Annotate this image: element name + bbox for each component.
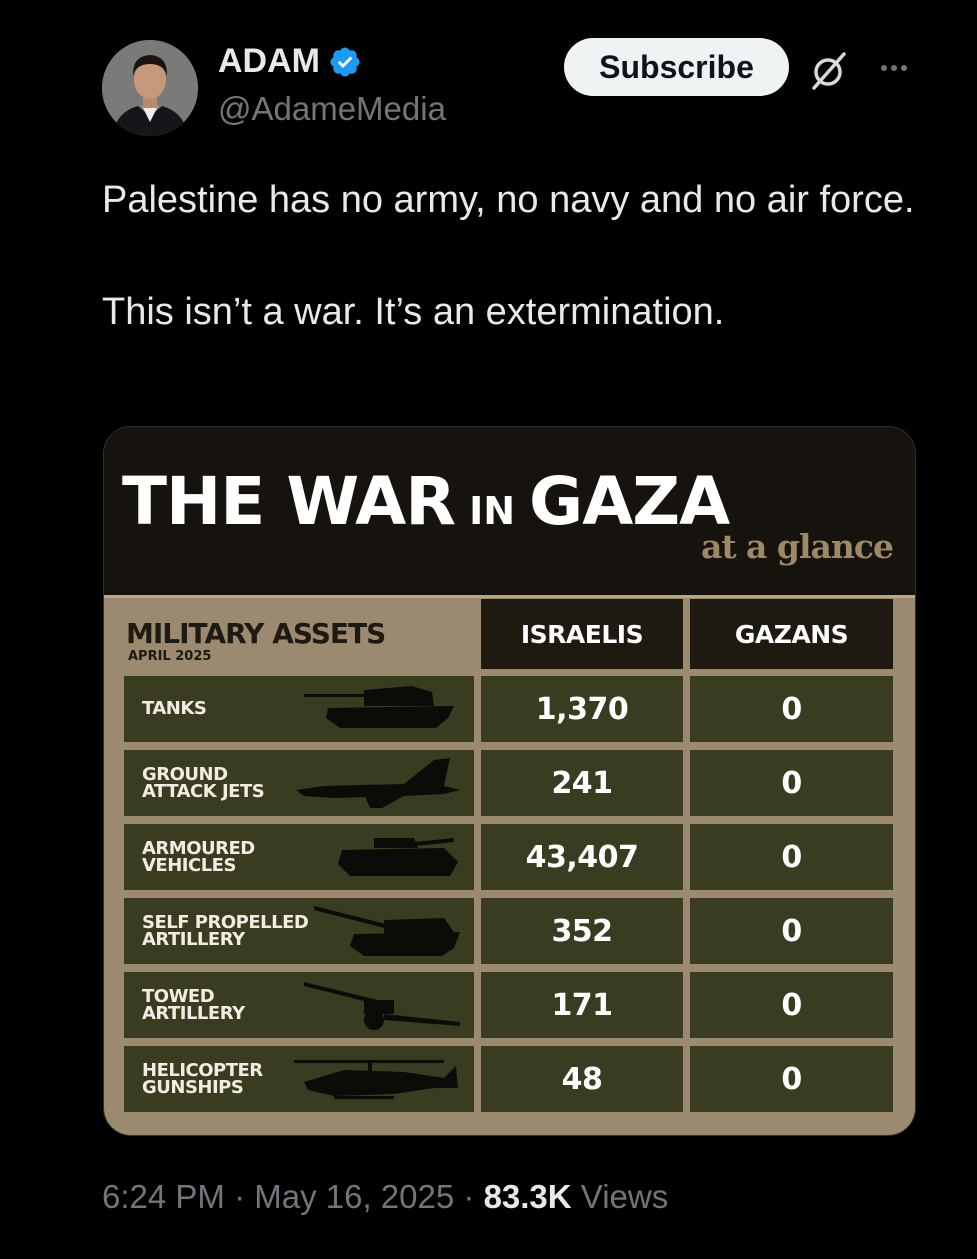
infographic-subtitle: at a glance <box>700 527 894 566</box>
views-label: Views <box>580 1178 669 1215</box>
row-label-text: TOWED ARTILLERY <box>142 986 245 1024</box>
tweet-date[interactable]: May 16, 2025 <box>254 1178 455 1215</box>
avatar[interactable] <box>102 40 198 136</box>
meta-separator: · <box>463 1178 475 1215</box>
verified-badge-icon <box>330 46 360 77</box>
infographic-title: THE WAR IN GAZA <box>122 463 730 540</box>
row-label-text: GROUND ATTACK JETS <box>142 764 265 802</box>
cell-jets-israelis: 241 <box>481 750 683 816</box>
row-label-self-propelled: SELF PROPELLED ARTILLERY <box>124 898 474 964</box>
cell-armoured-israelis: 43,407 <box>481 824 683 890</box>
section-date: APRIL 2025 <box>128 649 212 664</box>
author-name[interactable]: ADAM <box>218 42 320 80</box>
title-gaza: GAZA <box>529 463 730 540</box>
divider <box>104 595 915 598</box>
row-label-helicopter: HELICOPTER GUNSHIPS <box>124 1046 474 1112</box>
cell-self-propelled-israelis: 352 <box>481 898 683 964</box>
author-handle[interactable]: @AdameMedia <box>218 90 446 127</box>
section-title: MILITARY ASSETS <box>126 617 386 650</box>
tweet-paragraph-2: This isn’t a war. It’s an extermination. <box>102 291 725 333</box>
jet-icon <box>296 758 460 808</box>
author-name-row[interactable]: ADAM <box>218 42 362 81</box>
row-label-tanks: TANKS <box>124 676 474 742</box>
row-label-jets: GROUND ATTACK JETS <box>124 750 474 816</box>
views-count: 83.3K <box>483 1178 572 1215</box>
row-label-text: TANKS <box>142 698 207 719</box>
towed-artillery-icon <box>304 982 460 1030</box>
tweet-time[interactable]: 6:24 PM <box>102 1178 225 1215</box>
tweet-text: Palestine has no army, no navy and no ai… <box>102 172 922 340</box>
cell-tanks-israelis: 1,370 <box>481 676 683 742</box>
row-label-text: ARMOURED VEHICLES <box>142 838 255 876</box>
meta-separator: · <box>234 1178 246 1215</box>
cell-towed-gazans: 0 <box>690 972 893 1038</box>
cell-jets-gazans: 0 <box>690 750 893 816</box>
more-dot <box>881 65 887 71</box>
cell-towed-israelis: 171 <box>481 972 683 1038</box>
tank-icon <box>304 686 454 728</box>
cell-helicopter-gazans: 0 <box>690 1046 893 1112</box>
tweet-meta: 6:24 PM · May 16, 2025 · 83.3K Views <box>102 1178 668 1216</box>
title-the-war: THE WAR <box>122 463 456 540</box>
row-label-towed: TOWED ARTILLERY <box>124 972 474 1038</box>
more-icon[interactable] <box>874 52 914 84</box>
cell-armoured-gazans: 0 <box>690 824 893 890</box>
tweet-media-image[interactable]: THE WAR IN GAZA at a glance MILITARY ASS… <box>103 426 916 1136</box>
grok-icon[interactable] <box>808 50 850 92</box>
armoured-vehicle-icon <box>338 838 458 876</box>
subscribe-button[interactable]: Subscribe <box>564 38 789 96</box>
more-dot <box>891 65 897 71</box>
column-header-gazans: GAZANS <box>690 599 893 669</box>
tweet-paragraph-1: Palestine has no army, no navy and no ai… <box>102 179 915 221</box>
infographic-header: THE WAR IN GAZA at a glance <box>104 427 915 595</box>
cell-tanks-gazans: 0 <box>690 676 893 742</box>
title-in: IN <box>469 489 516 533</box>
row-label-text: SELF PROPELLED ARTILLERY <box>142 912 309 950</box>
column-header-israelis: ISRAELIS <box>481 599 683 669</box>
avatar-image <box>102 40 198 136</box>
more-dot <box>901 65 907 71</box>
helicopter-icon <box>294 1060 458 1099</box>
cell-helicopter-israelis: 48 <box>481 1046 683 1112</box>
self-propelled-artillery-icon <box>314 906 460 956</box>
row-label-text: HELICOPTER GUNSHIPS <box>142 1060 263 1098</box>
cell-self-propelled-gazans: 0 <box>690 898 893 964</box>
row-label-armoured: ARMOURED VEHICLES <box>124 824 474 890</box>
